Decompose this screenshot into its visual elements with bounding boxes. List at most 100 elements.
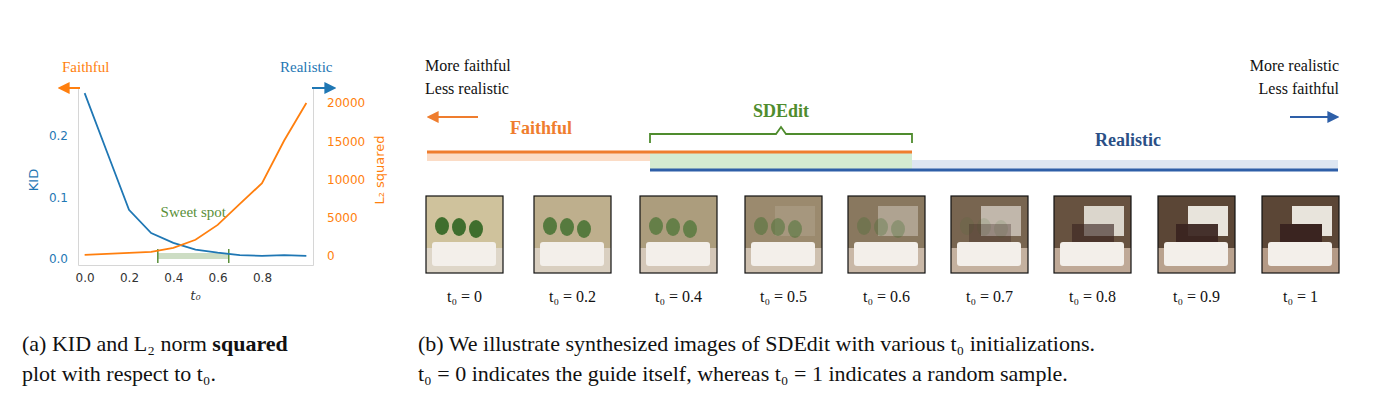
image-bed xyxy=(540,242,604,266)
tick-label: 0.0 xyxy=(76,271,95,285)
direction-text: Less realistic xyxy=(425,80,509,97)
tick-label: 0.0 xyxy=(49,252,68,266)
caption-line: (a) KID and L₂ norm squared xyxy=(22,331,288,356)
tick-label: 0 xyxy=(327,249,335,263)
realistic-line xyxy=(650,169,1338,172)
axis-title: L₂ squared xyxy=(372,135,387,204)
image-label: t₀ = 1 xyxy=(1283,288,1318,305)
tick-label: 0.2 xyxy=(120,271,139,285)
image-tree xyxy=(452,218,466,236)
image-tree xyxy=(683,220,697,238)
tick: 10000 xyxy=(313,173,365,187)
direction-text: More faithful xyxy=(425,57,511,74)
image-tree xyxy=(771,218,785,236)
image-frame xyxy=(534,196,611,273)
thumbnail xyxy=(1054,196,1131,273)
thumbnail xyxy=(745,196,822,273)
tick: 0.8 xyxy=(253,265,272,285)
image-frame xyxy=(1054,196,1131,273)
image-wall xyxy=(534,196,611,273)
annotation-arrow xyxy=(60,87,80,89)
caption-text: squared xyxy=(212,331,287,356)
caption-line: t₀ = 0 indicates the guide itself, where… xyxy=(418,361,1068,386)
tick-label: 10000 xyxy=(327,173,365,187)
sweet-spot-band xyxy=(158,253,229,259)
image-label: t₀ = 0.9 xyxy=(1173,288,1220,305)
image-wall xyxy=(745,196,822,273)
thumbnail xyxy=(848,196,925,273)
image-wall xyxy=(1262,196,1339,273)
annotation: Sweet spot xyxy=(161,204,227,220)
range-label: Faithful xyxy=(510,118,572,138)
image-wall xyxy=(640,196,717,273)
axis-line xyxy=(79,265,314,266)
axis: 0.00.20.40.60.8 xyxy=(76,265,314,285)
image-label: t₀ = 0.5 xyxy=(760,288,807,305)
tick: 0.0 xyxy=(49,252,78,266)
image-tree xyxy=(891,220,905,238)
caption-text: t₀ = 0 indicates the guide itself, where… xyxy=(418,361,1068,386)
realistic-band xyxy=(912,160,1338,169)
thumbnail xyxy=(951,196,1028,273)
image-wall xyxy=(426,196,503,273)
tick: 0.6 xyxy=(209,265,228,285)
thumbnail xyxy=(534,196,611,273)
image-label: t₀ = 0 xyxy=(447,288,482,305)
tick: 5000 xyxy=(313,211,358,225)
image-frame xyxy=(848,196,925,273)
annotation: Faithful xyxy=(62,59,110,75)
image-label: t₀ = 0.2 xyxy=(549,288,596,305)
direction-arrow xyxy=(1290,116,1337,118)
image-tree xyxy=(666,218,680,236)
image-wall xyxy=(848,196,925,273)
annotation: Realistic xyxy=(280,59,333,75)
image-frame xyxy=(640,196,717,273)
tick: 0 xyxy=(313,249,335,263)
tick-label: 15000 xyxy=(327,135,365,149)
tick: 0.2 xyxy=(49,129,78,143)
tick: 20000 xyxy=(313,96,365,110)
axis: 0 5000 10000 15000 20000 xyxy=(313,88,365,266)
image-bed xyxy=(1164,242,1228,266)
image-bed xyxy=(957,242,1021,266)
axis: 0.0 0.1 0.2 xyxy=(49,88,79,267)
thumbnail xyxy=(1158,196,1235,273)
image-frame xyxy=(951,196,1028,273)
image-wall xyxy=(951,196,1028,273)
image-wall xyxy=(1158,196,1235,273)
caption-text: (a) KID and L₂ norm xyxy=(22,331,212,356)
tick: 0.1 xyxy=(49,191,78,205)
plot-area xyxy=(85,93,307,256)
sdedit-brace xyxy=(650,127,912,143)
tick-label: 0.8 xyxy=(253,271,272,285)
caption-line: plot with respect to t₀. xyxy=(22,361,216,386)
range-label: Realistic xyxy=(1095,130,1161,150)
image-tree xyxy=(857,217,871,235)
tick: 0.2 xyxy=(120,265,139,285)
direction-text: Less faithful xyxy=(1259,80,1340,97)
image-bed xyxy=(1268,242,1332,266)
tick-label: 0.6 xyxy=(209,271,228,285)
faithful-line xyxy=(427,151,912,154)
direction-arrow xyxy=(429,116,478,118)
image-wall xyxy=(1054,196,1131,273)
axis-title: KID xyxy=(26,169,41,191)
image-frame xyxy=(745,196,822,273)
image-label: t₀ = 0.8 xyxy=(1069,288,1116,305)
image-tree xyxy=(788,220,802,238)
image-tree xyxy=(649,217,663,235)
sweet-spot-edge xyxy=(228,249,230,263)
image-tree xyxy=(560,218,574,236)
caption-text: plot with respect to t₀. xyxy=(22,361,216,386)
image-tree xyxy=(435,217,449,235)
tick-label: 0.1 xyxy=(49,191,68,205)
image-tree xyxy=(469,220,483,238)
image-bed xyxy=(646,242,710,266)
data-line xyxy=(85,103,307,255)
sdedit-band xyxy=(650,153,912,169)
tick-label: 5000 xyxy=(327,211,358,225)
image-bed xyxy=(854,242,918,266)
image-frame xyxy=(426,196,503,273)
thumbnail xyxy=(426,196,503,273)
axis-line xyxy=(313,88,314,266)
